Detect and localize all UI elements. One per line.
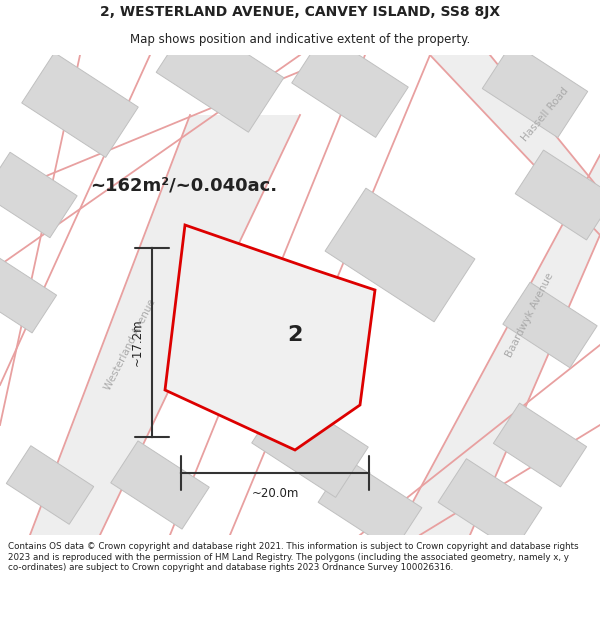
Polygon shape (318, 459, 422, 551)
Text: ~162m²/~0.040ac.: ~162m²/~0.040ac. (90, 176, 277, 194)
Text: Hassell Road: Hassell Road (520, 86, 570, 144)
Polygon shape (252, 392, 368, 498)
Text: Contains OS data © Crown copyright and database right 2021. This information is : Contains OS data © Crown copyright and d… (8, 542, 578, 572)
Text: Westerland Avenue: Westerland Avenue (103, 298, 157, 392)
Text: 2, WESTERLAND AVENUE, CANVEY ISLAND, SS8 8JX: 2, WESTERLAND AVENUE, CANVEY ISLAND, SS8… (100, 5, 500, 19)
Polygon shape (0, 257, 56, 333)
Polygon shape (503, 282, 597, 368)
Polygon shape (493, 403, 587, 487)
Polygon shape (430, 55, 600, 235)
Polygon shape (165, 225, 375, 450)
Text: Baardwyk Avenue: Baardwyk Avenue (505, 271, 556, 359)
Polygon shape (515, 150, 600, 240)
Polygon shape (156, 18, 284, 132)
Polygon shape (325, 188, 475, 322)
Polygon shape (395, 155, 600, 535)
Polygon shape (111, 441, 209, 529)
Text: Map shows position and indicative extent of the property.: Map shows position and indicative extent… (130, 33, 470, 46)
Text: 2: 2 (287, 325, 302, 345)
Polygon shape (482, 42, 588, 138)
Polygon shape (292, 32, 408, 138)
Text: ~20.0m: ~20.0m (251, 487, 299, 500)
Text: ~17.2m: ~17.2m (131, 319, 144, 366)
Polygon shape (0, 152, 77, 238)
Polygon shape (438, 459, 542, 551)
Polygon shape (30, 115, 300, 535)
Polygon shape (6, 446, 94, 524)
Polygon shape (22, 52, 138, 158)
